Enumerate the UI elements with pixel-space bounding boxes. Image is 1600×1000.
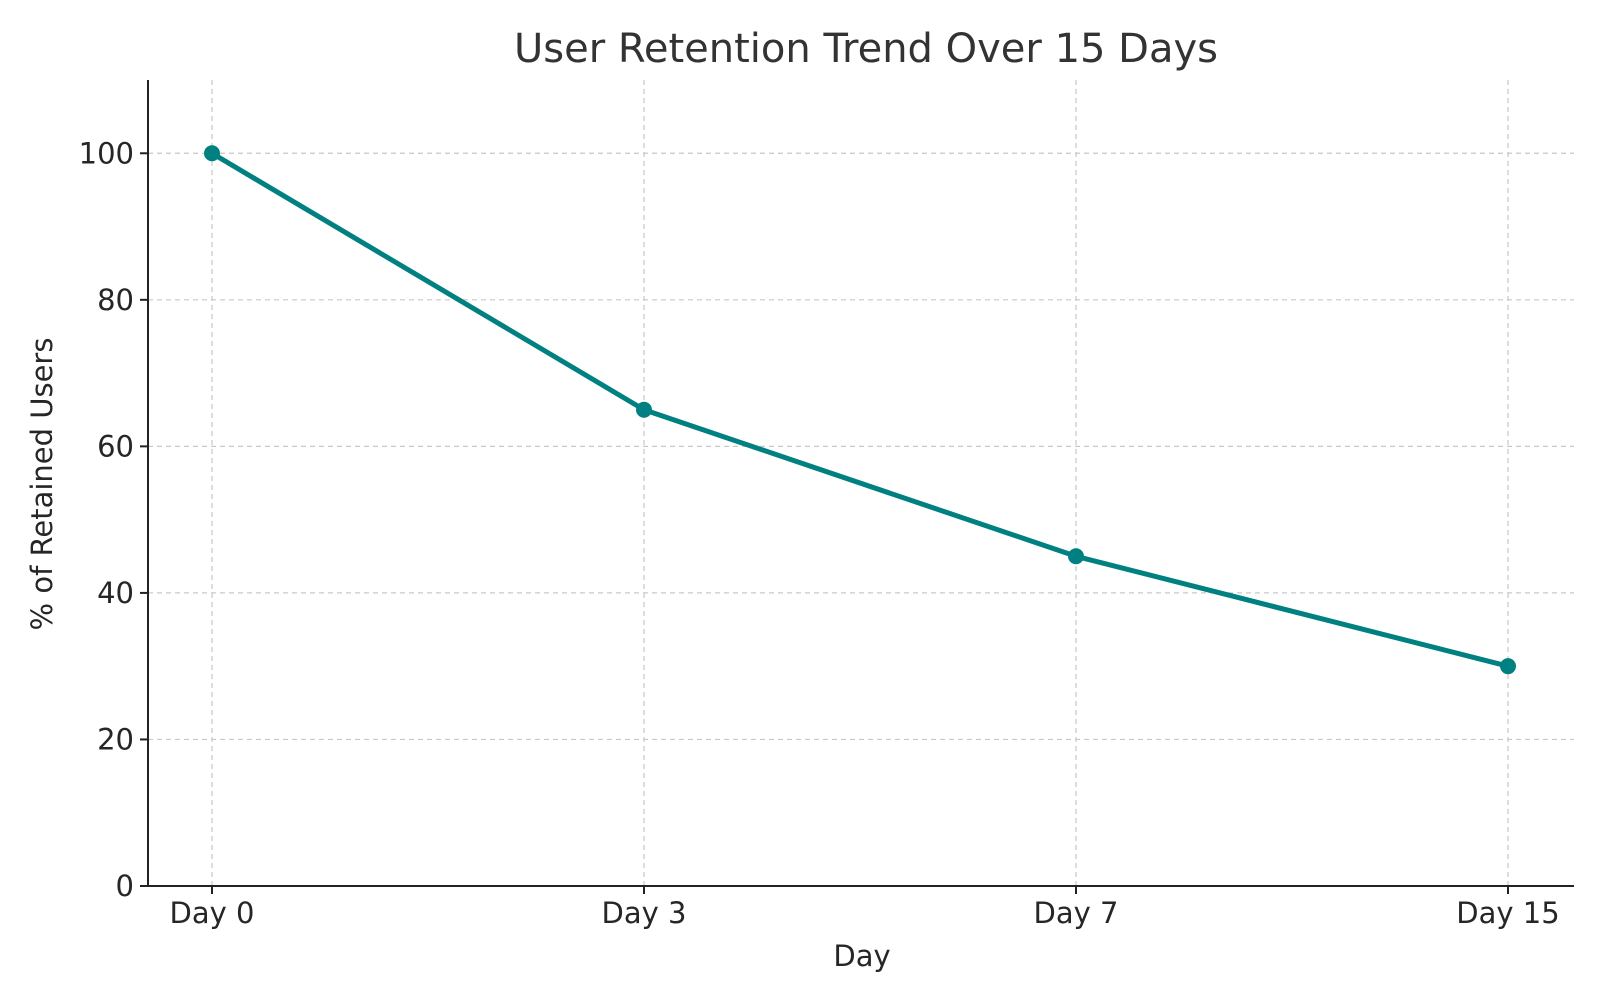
y-tick-label: 0 (116, 869, 134, 903)
data-point (1068, 548, 1084, 565)
x-tick-label: Day 3 (602, 896, 687, 930)
y-tick-label: 80 (97, 283, 134, 317)
ticks: 0 20 40 60 80 100 Day 0 Day 3 Day 7 Day 15 (79, 136, 1560, 930)
x-tick-label: Day 0 (170, 896, 255, 930)
y-tick-label: 100 (79, 136, 134, 170)
data-point (1500, 658, 1516, 675)
y-axis-label: % of Retained Users (25, 338, 59, 631)
axes (147, 80, 1574, 887)
y-tick-label: 20 (97, 722, 134, 756)
series-layer (204, 145, 1516, 675)
series-line (209, 150, 1511, 669)
data-point (204, 145, 220, 162)
x-axis-label: Day (833, 939, 890, 973)
chart-title: User Retention Trend Over 15 Days (514, 26, 1218, 72)
grid (148, 80, 1574, 886)
data-point (636, 401, 652, 418)
x-tick-label: Day 15 (1456, 896, 1559, 930)
y-tick-label: 60 (97, 429, 134, 463)
y-tick-label: 40 (97, 576, 134, 610)
x-tick-label: Day 7 (1034, 896, 1119, 930)
